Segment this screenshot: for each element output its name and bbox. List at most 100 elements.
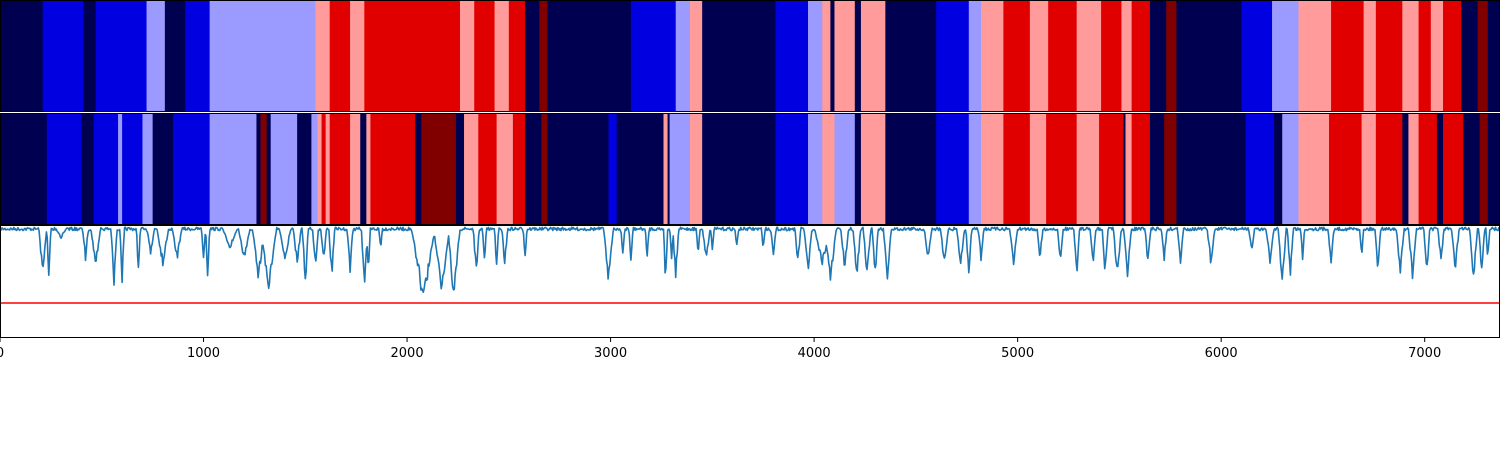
track2-segment bbox=[1290, 113, 1299, 225]
track2-segment bbox=[1463, 113, 1481, 225]
track2-segment bbox=[1436, 113, 1444, 225]
track1-segment bbox=[775, 0, 809, 112]
track2-segment bbox=[0, 113, 48, 225]
track1-segment bbox=[981, 0, 1004, 112]
track1-segment bbox=[1477, 0, 1489, 112]
track2-segment bbox=[1375, 113, 1403, 225]
track1-segment bbox=[936, 0, 970, 112]
track1-segment bbox=[1363, 0, 1377, 112]
track1-segment bbox=[185, 0, 211, 112]
track2-segment bbox=[1487, 113, 1500, 225]
track2-segment bbox=[1282, 113, 1291, 225]
x-tick-label: 4000 bbox=[798, 346, 831, 361]
track2-segment bbox=[1402, 113, 1409, 225]
track1-segment bbox=[1149, 0, 1167, 112]
track1-segment bbox=[885, 0, 937, 112]
track1-segment bbox=[834, 0, 856, 112]
track2-segment bbox=[834, 113, 856, 225]
track1-segment bbox=[1131, 0, 1151, 112]
track1-segment bbox=[164, 0, 186, 112]
track1-segment bbox=[95, 0, 147, 112]
track2-segment bbox=[1329, 113, 1363, 225]
track2-segment bbox=[1418, 113, 1438, 225]
track2-segment bbox=[775, 113, 809, 225]
track1-segment bbox=[689, 0, 703, 112]
track1-segment bbox=[830, 0, 835, 112]
track2-segment bbox=[1361, 113, 1377, 225]
track1-segment bbox=[1121, 0, 1133, 112]
track1-segment bbox=[675, 0, 691, 112]
track1-segment bbox=[968, 0, 982, 112]
segment-track-1 bbox=[0, 0, 1500, 112]
track2-segment bbox=[1479, 113, 1489, 225]
track1-segment bbox=[474, 0, 495, 112]
track2-segment bbox=[1046, 113, 1078, 225]
track2-segment bbox=[1164, 113, 1177, 225]
track1-segment bbox=[630, 0, 677, 112]
track1-segment bbox=[0, 0, 44, 112]
track2-segment bbox=[1443, 113, 1464, 225]
track1-segment bbox=[860, 0, 886, 112]
track1-segment bbox=[1461, 0, 1479, 112]
track2-segment bbox=[669, 113, 679, 225]
x-tick-label: 6000 bbox=[1205, 346, 1238, 361]
track2-segment bbox=[677, 113, 691, 225]
track2-segment bbox=[860, 113, 886, 225]
track2-segment bbox=[496, 113, 514, 225]
track2-segment bbox=[663, 113, 668, 225]
track2-segment bbox=[1176, 113, 1246, 225]
track2-segment bbox=[1099, 113, 1124, 225]
track2-segment bbox=[822, 113, 835, 225]
track2-segment bbox=[142, 113, 154, 225]
track1-segment bbox=[1166, 0, 1177, 112]
track1-segment bbox=[1241, 0, 1273, 112]
track1-segment bbox=[539, 0, 548, 112]
track1-segment bbox=[702, 0, 776, 112]
x-tick-label: 5000 bbox=[1001, 346, 1034, 361]
track1-segment bbox=[1418, 0, 1432, 112]
track2-segment bbox=[350, 113, 361, 225]
track1-segment bbox=[1298, 0, 1332, 112]
signal-line bbox=[0, 226, 1500, 294]
track1-segment bbox=[525, 0, 540, 112]
track1-segment bbox=[329, 0, 351, 112]
track1-segment bbox=[1430, 0, 1444, 112]
track2-segment bbox=[46, 113, 82, 225]
track2-segment bbox=[266, 113, 272, 225]
track1-segment bbox=[315, 0, 331, 112]
x-axis: 0 1000 2000 3000 4000 5000 6000 7000 bbox=[0, 338, 1441, 361]
track2-segment bbox=[270, 113, 298, 225]
track2-segment bbox=[321, 113, 327, 225]
track2-segment bbox=[172, 113, 211, 225]
track1-segment bbox=[1402, 0, 1419, 112]
track1-segment bbox=[1076, 0, 1102, 112]
track1-segment bbox=[1048, 0, 1078, 112]
track2-segment bbox=[541, 113, 548, 225]
track2-segment bbox=[1125, 113, 1133, 225]
track1-segment bbox=[1101, 0, 1122, 112]
track2-segment bbox=[478, 113, 498, 225]
track1-segment bbox=[508, 0, 526, 112]
track2-segment bbox=[325, 113, 331, 225]
track2-segment bbox=[329, 113, 337, 225]
track1-segment bbox=[1272, 0, 1299, 112]
track1-segment bbox=[854, 0, 862, 112]
track2-segment bbox=[1003, 113, 1031, 225]
track2-segment bbox=[547, 113, 609, 225]
x-tick-label: 2000 bbox=[391, 346, 424, 361]
track1-segment bbox=[1331, 0, 1365, 112]
track2-segment bbox=[608, 113, 618, 225]
track2-segment bbox=[366, 113, 371, 225]
track2-segment bbox=[415, 113, 422, 225]
track1-segment bbox=[1443, 0, 1462, 112]
track1-segment bbox=[547, 0, 632, 112]
x-tick-label: 1000 bbox=[187, 346, 220, 361]
track2-segment bbox=[335, 113, 351, 225]
track2-segment bbox=[152, 113, 174, 225]
x-tick-label: 7000 bbox=[1408, 346, 1441, 361]
track2-segment bbox=[93, 113, 119, 225]
track2-segment bbox=[118, 113, 123, 225]
track1-segment bbox=[83, 0, 97, 112]
track2-segment bbox=[1131, 113, 1151, 225]
